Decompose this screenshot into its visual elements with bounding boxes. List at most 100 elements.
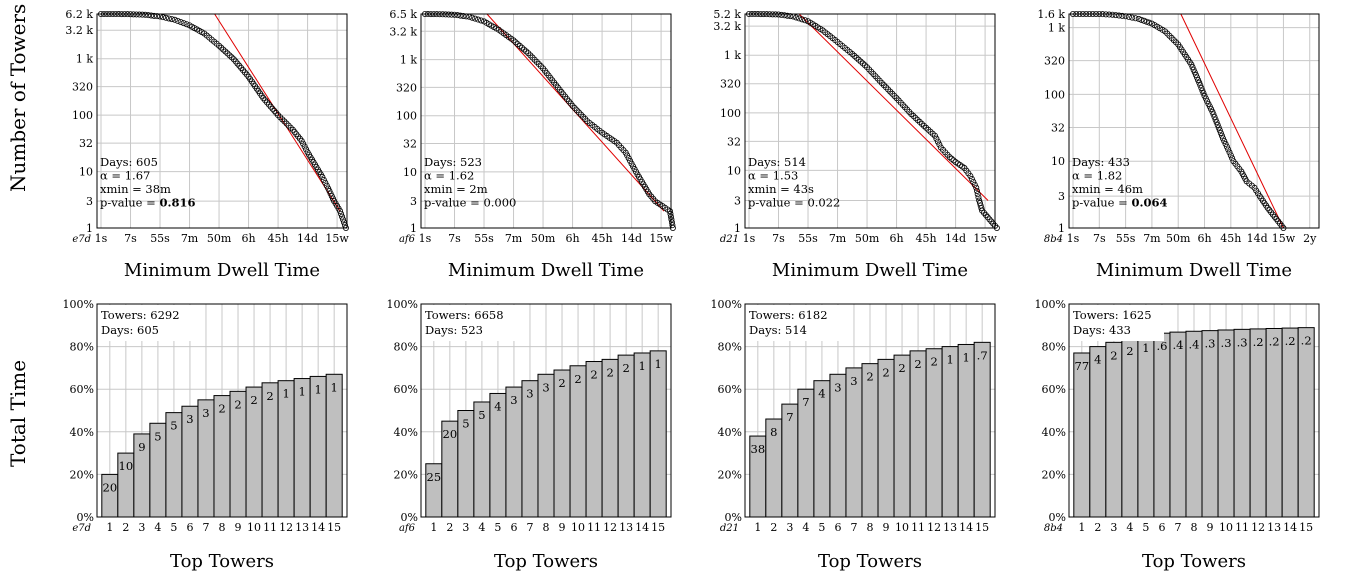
data-point [799,16,806,23]
x-tick-label: 1s [743,232,756,245]
x-tick-label: 14 [311,521,325,534]
data-point [183,21,190,28]
bar [1073,352,1091,518]
data-point [1216,127,1223,134]
x-tick-label: 45h [916,232,937,245]
data-point [322,179,329,186]
x-tick-label: 7 [526,521,533,534]
data-point [948,155,955,162]
x-tick-label: 14 [635,521,649,534]
data-point [1129,14,1136,21]
x-tick-label: 6h [566,232,580,245]
bar [601,358,619,518]
data-point [148,12,155,19]
stat-annotation: xmin = 43s [748,182,814,196]
data-point [300,140,307,147]
y-tick-label: 10 [727,164,741,177]
x-tick-label: 1 [1078,521,1085,534]
data-point [1215,124,1222,131]
x-tick-label: 6h [242,232,256,245]
y-tick-label: 3.2 k [65,24,93,37]
info-annotation: Days: 523 [425,323,483,337]
bar [277,380,295,518]
data-point [973,187,980,194]
x-tick-label: 15w [1272,232,1296,245]
bar-value-label: 5 [170,419,177,433]
data-point [279,116,286,123]
data-point [339,213,346,220]
data-point [512,39,519,46]
data-point [1106,11,1113,18]
bar [1105,341,1123,518]
y-tick-label: 10 [403,166,417,179]
data-point [338,210,345,217]
x-tick-label: 50m [1166,232,1191,245]
bar-value-label: 1 [298,385,305,399]
data-point [533,58,540,65]
x-tick-label: 7m [829,232,847,245]
data-point [301,143,308,150]
data-point [1116,12,1123,19]
bar [1185,330,1203,518]
data-point [1221,138,1228,145]
data-point [1210,111,1217,118]
stat-annotation: xmin = 38m [100,182,171,196]
x-tick-label: 10 [247,521,261,534]
y-tick-label: 0% [77,511,94,524]
bar [1249,328,1267,518]
x-axis-label: Top Towers [494,551,598,572]
x-tick-label: 3 [138,521,145,534]
bar-value-label: 3 [526,387,533,401]
x-tick-label: 10 [1219,521,1233,534]
bar-value-label: 5 [462,417,469,431]
info-annotation: Days: 514 [749,323,807,337]
x-axis-label: Minimum Dwell Time [124,260,320,281]
bar [1153,332,1171,518]
y-tick-label: 100% [1035,298,1066,311]
x-tick-label: 6 [510,521,517,534]
x-tick-label: 3 [462,521,469,534]
bar-value-label: .2 [1269,334,1280,348]
y-tick-label: 320 [1044,55,1065,68]
data-point [226,52,233,59]
y-tick-label: 32 [1051,121,1065,134]
data-point [918,120,925,127]
bar [1265,327,1283,518]
bar-value-label: 4 [818,387,825,401]
stat-annotation: p-value = 0.000 [424,196,516,210]
x-tick-label: 5 [818,521,825,534]
y-tick-label: 20% [718,468,742,481]
bar-value-label: 7 [786,410,793,424]
data-point [162,14,169,21]
y-tick-label: 60% [70,383,94,396]
data-point [303,146,310,153]
data-point [931,132,938,139]
stat-annotation: p-value = 0.064 [1072,196,1167,210]
y-tick-label: 100% [63,298,94,311]
data-point [319,174,326,181]
x-tick-label: 12 [603,521,617,534]
data-point [880,82,887,89]
data-point [165,15,172,22]
data-point [1197,82,1204,89]
y-tick-label: 1 [1058,222,1065,235]
data-point [1222,140,1229,147]
data-point [1135,15,1142,22]
data-point [859,60,866,67]
bar-value-label: 1 [638,359,645,373]
bar [909,350,927,518]
bar-value-label: 2 [266,389,273,403]
y-tick-label: 1.6 k [1037,8,1065,21]
data-point [1141,17,1148,24]
data-point [451,11,458,18]
data-point [285,122,292,129]
bar [1281,327,1299,518]
data-point [950,157,957,164]
bar [649,350,667,518]
x-tick-label: 13 [619,521,633,534]
data-point [275,112,282,119]
stat-annotation: p-value = 0.816 [100,196,195,210]
data-point [228,54,235,61]
bar [293,378,311,518]
x-tick-label: 7s [448,232,461,245]
